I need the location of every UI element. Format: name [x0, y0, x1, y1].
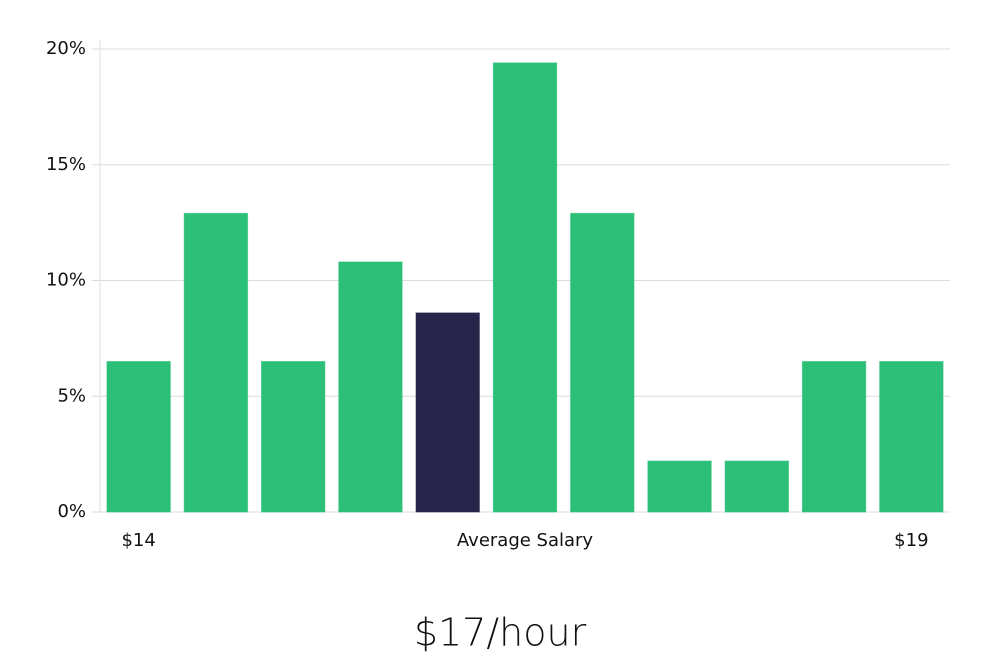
bar — [570, 212, 635, 513]
y-tick-label: 15% — [46, 154, 86, 175]
bar — [492, 62, 558, 513]
bar — [106, 361, 171, 513]
x-tick-label: $19 — [894, 530, 928, 551]
bar — [183, 212, 249, 513]
bar — [801, 361, 867, 513]
bar — [647, 460, 712, 513]
bar — [879, 361, 944, 513]
y-tick-label: 10% — [46, 270, 86, 291]
bar — [338, 261, 403, 513]
caption: $17/hour — [414, 611, 587, 655]
x-tick-label: $14 — [121, 530, 155, 551]
bar — [724, 460, 789, 513]
bar — [261, 361, 326, 513]
y-tick-label: 5% — [57, 385, 86, 406]
x-tick-label: Average Salary — [457, 530, 594, 551]
y-tick-label: 0% — [57, 501, 86, 522]
y-tick-label: 20% — [46, 38, 86, 59]
bar — [415, 312, 480, 513]
